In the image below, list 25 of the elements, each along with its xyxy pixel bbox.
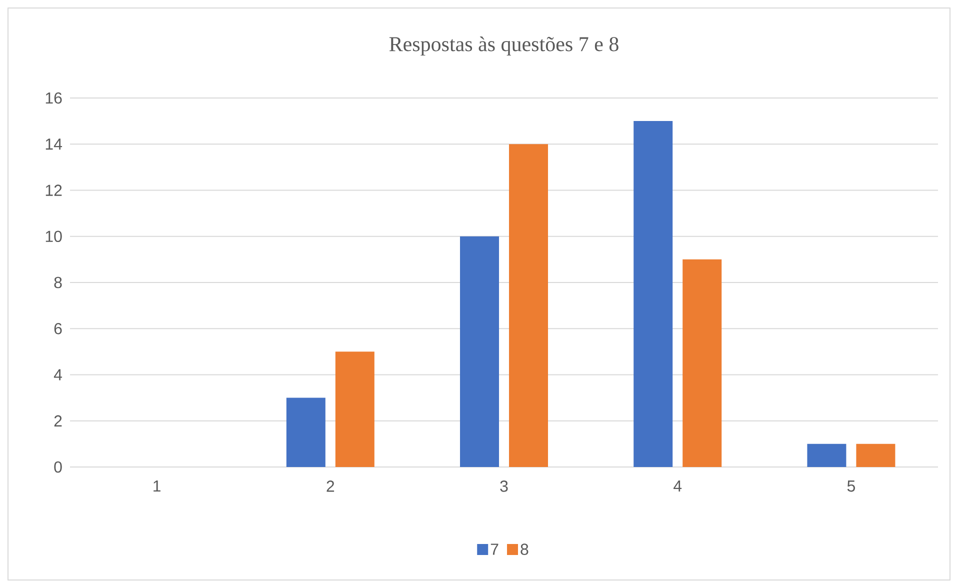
bar: [286, 398, 326, 467]
x-tick-label: 1: [154, 480, 160, 492]
y-tick-label: 14: [46, 138, 62, 150]
x-tick-label: 2: [326, 480, 334, 492]
y-tick-label: 2: [54, 415, 62, 426]
bar: [807, 444, 846, 467]
y-tick-label: 10: [46, 230, 62, 242]
legend-label: 8: [520, 544, 528, 555]
chart-title: Respostas às questões 7 e 8: [389, 36, 618, 56]
bar: [460, 236, 500, 467]
y-tick-label: 0: [54, 461, 62, 473]
bar: [856, 444, 896, 467]
bar: [509, 144, 548, 467]
y-tick-label: 8: [54, 276, 62, 288]
y-tick-label: 4: [54, 369, 62, 380]
x-tick-label: 4: [674, 480, 682, 492]
legend-label: 7: [490, 544, 498, 555]
bar: [634, 121, 673, 467]
y-tick-label: 16: [46, 92, 62, 104]
bar: [682, 259, 722, 467]
y-tick-label: 12: [46, 184, 62, 196]
x-tick-label: 5: [847, 480, 855, 492]
x-tick-label: 3: [500, 480, 508, 492]
y-tick-label: 6: [54, 322, 62, 334]
bar: [335, 352, 374, 467]
